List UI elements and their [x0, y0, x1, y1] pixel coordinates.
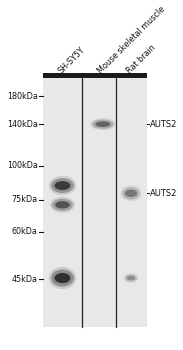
Ellipse shape — [125, 274, 137, 282]
Ellipse shape — [51, 270, 74, 287]
Ellipse shape — [52, 199, 73, 211]
Text: SH-SY5Y: SH-SY5Y — [56, 46, 86, 76]
Text: 180kDa: 180kDa — [7, 92, 38, 101]
Text: 60kDa: 60kDa — [12, 227, 38, 236]
Bar — [82, 73, 147, 78]
Ellipse shape — [55, 201, 70, 209]
Ellipse shape — [125, 190, 137, 197]
Text: 140kDa: 140kDa — [7, 120, 38, 129]
Text: 100kDa: 100kDa — [7, 161, 38, 170]
Text: 45kDa: 45kDa — [12, 275, 38, 284]
Ellipse shape — [124, 273, 138, 283]
Text: 75kDa: 75kDa — [12, 195, 38, 204]
Ellipse shape — [51, 178, 74, 193]
Ellipse shape — [55, 181, 70, 190]
Ellipse shape — [90, 118, 115, 130]
Text: Mouse skeletal muscle: Mouse skeletal muscle — [96, 5, 167, 76]
Bar — [43, 73, 82, 78]
Ellipse shape — [120, 185, 142, 201]
Ellipse shape — [49, 176, 76, 195]
FancyBboxPatch shape — [43, 77, 147, 327]
Ellipse shape — [50, 197, 75, 213]
Ellipse shape — [49, 267, 76, 289]
Ellipse shape — [96, 121, 110, 127]
Text: AUTS2: AUTS2 — [150, 120, 178, 129]
Text: Rat brain: Rat brain — [125, 43, 157, 76]
Ellipse shape — [127, 276, 135, 280]
Text: AUTS2: AUTS2 — [150, 189, 178, 198]
Ellipse shape — [122, 187, 140, 199]
Ellipse shape — [55, 273, 70, 283]
Ellipse shape — [92, 120, 113, 129]
